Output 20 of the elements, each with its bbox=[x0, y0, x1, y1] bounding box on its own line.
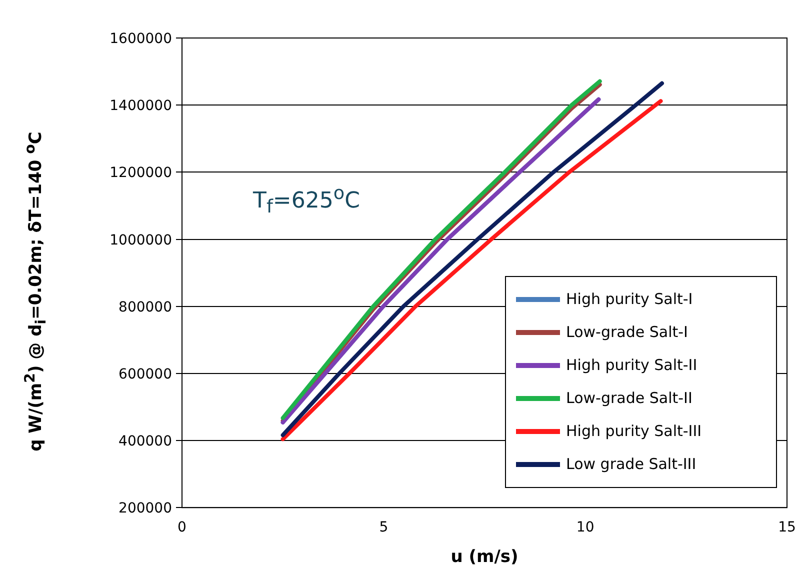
y-tick-label: 1600000 bbox=[110, 31, 172, 47]
legend-label: High purity Salt-II bbox=[566, 356, 698, 374]
y-tick-label: 800000 bbox=[118, 299, 172, 316]
x-tick-label: 0 bbox=[178, 520, 186, 536]
legend-label: High purity Salt-I bbox=[566, 290, 693, 308]
legend-label: High purity Salt-III bbox=[566, 422, 702, 440]
y-tick-label: 400000 bbox=[118, 434, 172, 450]
x-axis-title: u (m/s) bbox=[450, 547, 518, 568]
y-tick-label: 1400000 bbox=[110, 98, 172, 114]
y-tick-label: 200000 bbox=[118, 500, 172, 517]
y-tick-label: 600000 bbox=[118, 366, 172, 382]
x-tick-label: 10 bbox=[576, 520, 594, 536]
x-tick-label: 15 bbox=[778, 520, 796, 536]
legend-label: Low-grade Salt-II bbox=[566, 389, 692, 408]
x-tick-label: 5 bbox=[379, 520, 388, 536]
y-tick-label: 1000000 bbox=[110, 232, 172, 248]
legend-label: Low grade Salt-III bbox=[566, 455, 696, 474]
y-tick-label: 1200000 bbox=[110, 165, 172, 182]
legend-label: Low-grade Salt-I bbox=[566, 323, 688, 342]
annotation: T$_{f}$=625$^{o}$C bbox=[253, 183, 360, 218]
